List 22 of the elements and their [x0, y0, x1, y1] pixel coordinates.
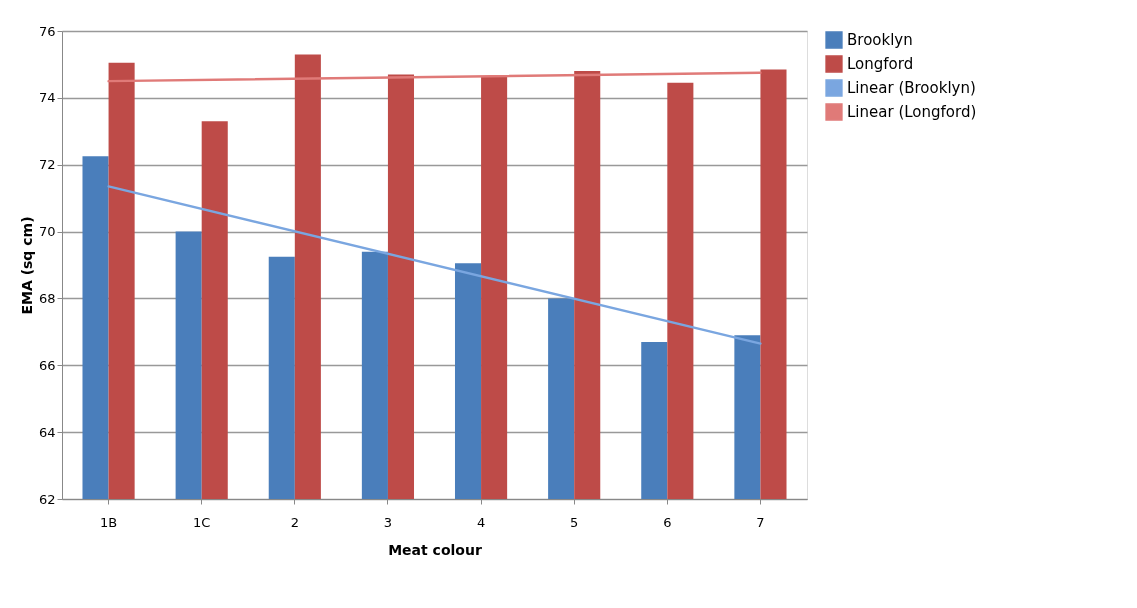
x-axis-title: Meat colour [388, 541, 482, 558]
y-tick-label: 76 [38, 23, 56, 39]
x-tick-label: 1B [99, 514, 118, 530]
x-tick-label: 2 [290, 514, 299, 530]
x-tick-label: 1C [193, 514, 211, 530]
y-tick-label: 62 [38, 491, 56, 507]
legend-label: Brooklyn [847, 31, 913, 49]
x-tick-label: 7 [756, 514, 765, 530]
y-tick-label: 74 [38, 90, 56, 106]
x-tick-label: 3 [383, 514, 393, 530]
y-tick-label: 66 [38, 357, 56, 373]
y-tick-label: 72 [38, 157, 56, 173]
y-axis-title: EMA (sq cm) [18, 216, 35, 315]
x-tick-label: 6 [663, 514, 672, 530]
y-tick-label: 64 [38, 424, 56, 440]
legend-label: Longford [847, 55, 914, 73]
legend-label: Linear (Brooklyn) [847, 79, 976, 97]
y-tick-label: 70 [38, 224, 56, 240]
y-tick-label: 68 [38, 290, 56, 306]
legend-label: Linear (Longford) [847, 103, 977, 121]
x-tick-label: 4 [476, 514, 486, 530]
x-tick-label: 5 [570, 514, 579, 530]
